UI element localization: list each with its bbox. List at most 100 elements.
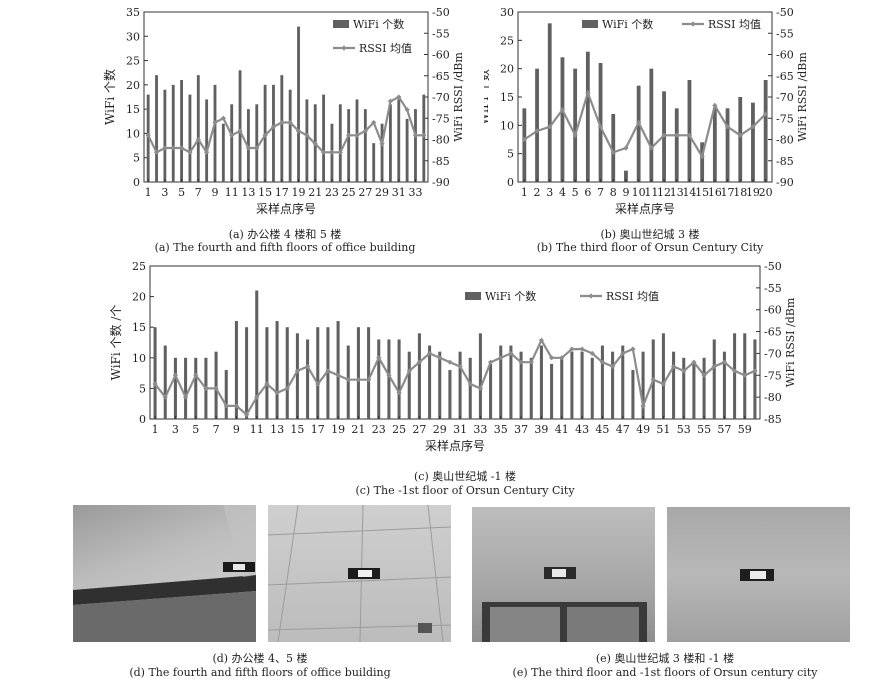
x-tick-label: 55: [697, 423, 711, 436]
right-tick-label: -75: [432, 112, 450, 125]
right-tick-label: -60: [764, 304, 782, 317]
point-rssi-mean: [437, 355, 443, 361]
x-tick-label: 5: [178, 186, 185, 199]
left-tick-label: 25: [500, 34, 514, 47]
bar-wifi-count: [188, 94, 192, 182]
bar-wifi-count: [448, 370, 452, 419]
legend-marker-rssi: [341, 45, 347, 51]
x-tick-label: 39: [534, 423, 548, 436]
bar-wifi-count: [405, 118, 409, 182]
right-tick-label: -50: [432, 6, 450, 19]
bar-wifi-count: [751, 102, 755, 182]
point-rssi-mean: [518, 359, 524, 365]
point-rssi-mean: [742, 372, 748, 378]
bar-wifi-count: [367, 327, 371, 419]
right-tick-label: -80: [764, 391, 782, 404]
bar-wifi-count: [285, 327, 289, 419]
caption-d-en: (d) The fourth and fifth floors of offic…: [129, 666, 391, 679]
bar-wifi-count: [245, 327, 249, 419]
point-rssi-mean: [609, 363, 616, 370]
bar-wifi-count: [700, 142, 705, 182]
legend-marker-rssi: [690, 21, 696, 27]
right-tick-label: -50: [764, 260, 782, 273]
caption-b-en: (b) The third floor of Orsun Century Cit…: [536, 241, 764, 254]
bar-wifi-count: [611, 351, 615, 419]
point-rssi-mean: [212, 119, 218, 126]
point-rssi-mean: [750, 124, 756, 130]
point-rssi-mean: [404, 107, 410, 113]
left-tick-label: 15: [132, 321, 146, 334]
bar-wifi-count: [611, 114, 616, 182]
bar-wifi-count: [631, 370, 635, 419]
bar-wifi-count: [539, 345, 543, 419]
x-tick-label: 11: [250, 423, 264, 436]
x-axis-label: 采样点序号: [615, 201, 675, 216]
x-tick-label: 2: [534, 186, 541, 199]
x-tick-label: 29: [433, 423, 447, 436]
bar-wifi-count: [682, 357, 686, 419]
x-tick-label: 15: [258, 186, 272, 199]
x-tick-label: 21: [308, 186, 322, 199]
bar-wifi-count: [550, 363, 554, 419]
point-rssi-mean: [270, 124, 277, 130]
photo-office-wall-sign: [73, 505, 256, 642]
x-tick-label: 41: [555, 423, 569, 436]
y-axis-label-right: WiFi RSSI /dBm: [796, 52, 809, 142]
bar-wifi-count: [306, 339, 310, 419]
bar-wifi-count: [205, 99, 209, 182]
x-tick-label: 10: [632, 186, 646, 199]
point-rssi-mean: [412, 132, 419, 138]
left-tick-label: 25: [126, 55, 140, 68]
x-tick-label: 13: [670, 186, 684, 199]
left-tick-label: 30: [500, 6, 514, 19]
photo-orsun-wall-sign: [667, 507, 850, 642]
bar-wifi-count: [674, 108, 679, 182]
bar-wifi-count: [255, 104, 259, 182]
plot-frame: [149, 265, 761, 420]
x-tick-label: 11: [225, 186, 239, 199]
bar-wifi-count: [519, 351, 523, 419]
caption-e-cn: (e) 奥山世纪城 3 楼和 -1 楼: [595, 652, 735, 665]
bar-wifi-count: [733, 333, 737, 419]
right-tick-label: -65: [764, 326, 782, 339]
left-tick-label: 20: [126, 79, 140, 92]
legend-swatch-wifi: [333, 20, 349, 28]
chart-office-building: 05101520253035-90-85-80-75-70-65-60-55-5…: [102, 6, 465, 216]
left-tick-label: 10: [126, 127, 140, 140]
bar-wifi-count: [272, 84, 275, 182]
bar-wifi-count: [213, 84, 217, 182]
point-rssi-mean: [362, 128, 368, 134]
x-tick-label: 17: [311, 423, 325, 436]
point-rssi-mean: [245, 145, 252, 151]
bar-wifi-count: [397, 99, 401, 182]
bar-wifi-count: [712, 108, 717, 182]
x-tick-label: 7: [597, 186, 604, 199]
legend-label-rssi: RSSI 均值: [359, 42, 412, 55]
point-rssi-mean: [376, 355, 382, 361]
x-tick-label: 59: [738, 423, 752, 436]
bar-wifi-count: [458, 351, 462, 419]
right-tick-label: -60: [432, 49, 450, 62]
bar-wifi-count: [687, 80, 692, 182]
x-tick-label: 9: [212, 186, 219, 199]
bar-wifi-count: [346, 345, 350, 419]
bar-wifi-count: [560, 357, 564, 419]
x-tick-label: 11: [644, 186, 658, 199]
point-rssi-mean: [579, 346, 585, 352]
bar-wifi-count: [153, 327, 157, 419]
point-rssi-mean: [371, 119, 377, 126]
caption-b-cn: (b) 奥山世纪城 3 楼: [600, 228, 700, 241]
point-rssi-mean: [386, 372, 392, 378]
point-rssi-mean: [337, 149, 343, 155]
point-rssi-mean: [237, 128, 243, 134]
point-rssi-mean: [295, 128, 302, 134]
x-tick-label: 4: [559, 186, 566, 199]
legend-label-wifi: WiFi 个数: [485, 290, 536, 303]
bar-wifi-count: [407, 351, 411, 419]
x-tick-label: 17: [721, 186, 735, 199]
point-rssi-mean: [569, 346, 575, 352]
bar-wifi-count: [196, 75, 200, 182]
point-rssi-mean: [229, 132, 235, 138]
bar-wifi-count: [722, 351, 726, 419]
bar-wifi-count: [230, 104, 234, 182]
